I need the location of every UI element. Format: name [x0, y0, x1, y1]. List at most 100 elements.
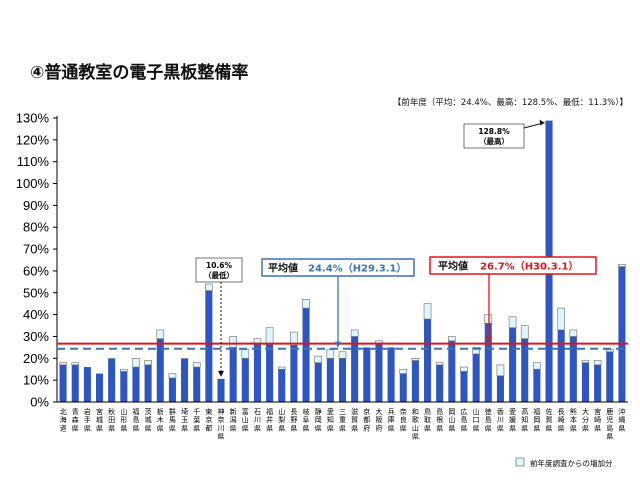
bar-increase: [593, 360, 602, 366]
bar-base: [569, 336, 577, 402]
bar-base: [302, 308, 310, 402]
bar-base: [472, 353, 480, 402]
x-tick-label: 県: [169, 424, 176, 432]
x-tick-label: 大: [375, 407, 382, 416]
x-tick-label: 井: [266, 415, 273, 424]
bar-base: [95, 373, 104, 402]
x-tick-label: 賀: [546, 415, 553, 424]
x-tick-label: 都: [205, 424, 212, 432]
bar-increase: [302, 299, 310, 309]
bar-base: [71, 364, 79, 402]
x-tick-label: 栃: [157, 407, 164, 416]
x-tick-label: 鳥: [424, 407, 431, 416]
bar-base: [521, 338, 529, 402]
x-tick-label: 根: [436, 415, 443, 424]
x-tick-label: 県: [84, 424, 91, 432]
bar-base: [217, 378, 225, 402]
bar-increase: [581, 360, 590, 363]
x-tick-label: 県: [582, 424, 589, 432]
bar-increase: [605, 349, 614, 353]
x-tick-label: 形: [120, 416, 127, 424]
bar-increase: [350, 329, 359, 337]
legend-swatch-increase: [515, 457, 525, 467]
x-tick-label: 山: [448, 415, 455, 424]
x-tick-label: 分: [582, 415, 589, 424]
x-tick-label: 東: [205, 407, 212, 416]
x-tick-label: 県: [400, 424, 407, 432]
x-tick-label: 北: [60, 408, 67, 416]
bar-base: [120, 371, 128, 402]
bar-increase: [411, 358, 420, 361]
x-tick-label: 三: [339, 408, 346, 416]
bar-increase: [472, 347, 480, 355]
bar-increase: [59, 362, 67, 366]
x-tick-label: 愛: [509, 407, 516, 416]
x-tick-label: 福: [266, 407, 273, 416]
bar-base: [557, 329, 565, 402]
x-tick-label: 県: [96, 424, 103, 432]
x-tick-label: 県: [327, 424, 334, 432]
bar-increase: [205, 283, 213, 291]
x-tick-label: 兵: [388, 407, 395, 416]
bar-base: [436, 364, 444, 402]
average-current-label: 平均値: [438, 260, 468, 273]
x-tick-label: 山: [242, 415, 249, 424]
x-tick-label: 島: [460, 415, 467, 424]
x-tick-label: 和: [412, 407, 419, 416]
x-tick-label: 愛: [327, 407, 334, 416]
bar-base: [581, 362, 590, 402]
y-tick-label: 80%: [23, 220, 49, 235]
x-tick-label: 沖: [618, 407, 625, 416]
x-tick-label: 岡: [315, 416, 322, 424]
x-tick-label: 田: [108, 416, 115, 424]
x-tick-label: 岩: [84, 407, 91, 416]
y-tick-label: 120%: [16, 132, 50, 147]
bar-base: [83, 367, 91, 402]
bar-increase: [423, 303, 432, 320]
average-previous-value: 24.4%（H29.3.1）: [308, 262, 407, 275]
x-tick-label: 賀: [351, 415, 358, 424]
x-tick-label: 京: [205, 415, 212, 424]
bar-base: [375, 343, 383, 402]
x-tick-label: 県: [533, 424, 540, 432]
x-tick-label: 葉: [193, 415, 200, 424]
bar-increase: [156, 329, 165, 339]
x-tick-label: 県: [132, 424, 139, 432]
x-tick-label: 木: [157, 415, 164, 424]
x-tick-label: 島: [436, 407, 443, 416]
bar-base: [399, 373, 407, 402]
x-tick-label: 歌: [412, 415, 419, 424]
x-tick-label: 川: [497, 416, 504, 424]
x-tick-label: 県: [448, 424, 455, 432]
x-tick-label: 静: [315, 407, 322, 416]
bar-increase: [448, 336, 456, 342]
bar-increase: [496, 364, 505, 377]
x-tick-label: 滋: [351, 407, 358, 416]
x-tick-label: 県: [618, 424, 625, 432]
bar-base: [108, 358, 116, 402]
bar-base: [618, 266, 626, 402]
prev-year-note: 【前年度（平均：24.4%、最高：128.5%、最低：11.3%）】: [392, 98, 628, 108]
x-tick-label: 島: [606, 423, 613, 432]
bar-increase: [484, 314, 493, 324]
x-tick-label: 川: [254, 416, 261, 424]
x-tick-label: 石: [254, 408, 261, 416]
x-tick-label: 県: [594, 424, 601, 432]
bar-base: [314, 362, 322, 402]
x-tick-label: 県: [278, 424, 285, 432]
x-tick-label: 知: [327, 415, 334, 424]
average-current-value: 26.7%（H30.3.1）: [480, 260, 579, 273]
x-tick-label: 口: [473, 416, 480, 424]
max-annotation-arrow: [539, 119, 545, 126]
x-tick-label: 良: [400, 415, 407, 424]
x-tick-label: 県: [485, 424, 492, 432]
bar-base: [351, 336, 359, 402]
bar-increase: [132, 358, 140, 368]
x-tick-label: 手: [84, 415, 91, 424]
bar-increase: [326, 349, 335, 359]
bar-increase: [192, 362, 201, 368]
x-tick-label: 県: [108, 424, 115, 432]
x-tick-label: 県: [570, 424, 577, 432]
bar-base: [424, 318, 432, 402]
